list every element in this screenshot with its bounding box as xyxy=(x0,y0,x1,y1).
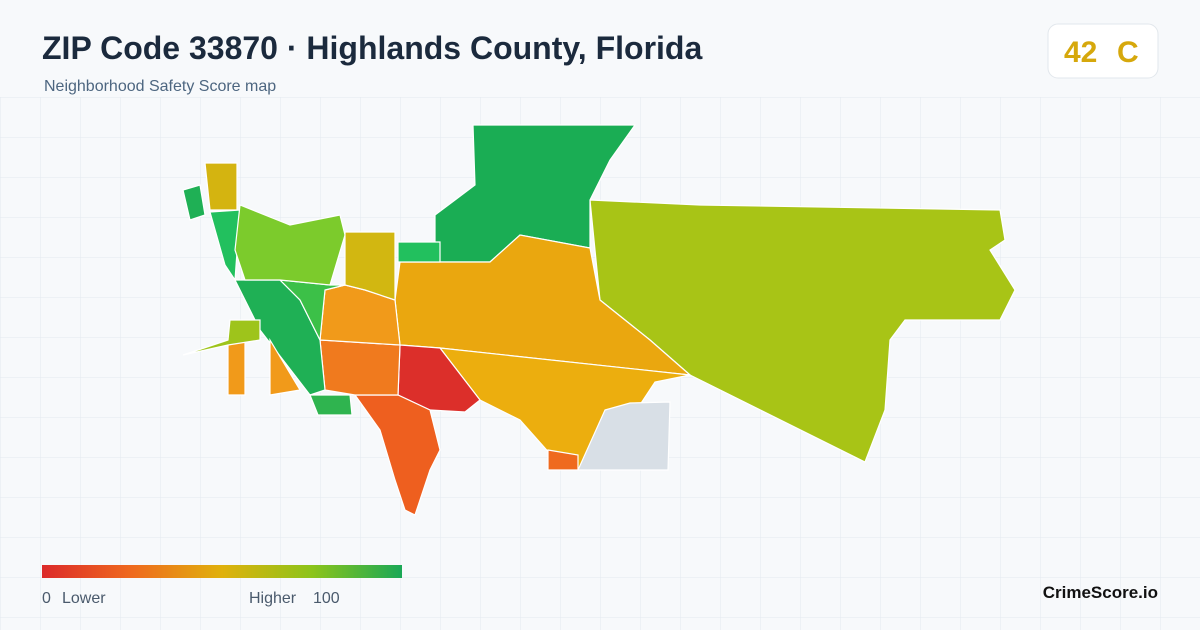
legend-max-label: Higher xyxy=(249,590,297,607)
score-grade: C xyxy=(1117,36,1139,69)
region xyxy=(234,204,346,286)
map xyxy=(182,124,1016,516)
legend-gradient xyxy=(42,565,402,578)
region xyxy=(269,337,301,396)
title: ZIP Code 33870 · Highlands County, Flori… xyxy=(42,30,702,66)
subtitle: Neighborhood Safety Score map xyxy=(44,78,276,95)
brand: CrimeScore.io xyxy=(1043,583,1158,602)
region xyxy=(204,162,238,211)
region xyxy=(577,401,671,471)
legend: 0 Lower Higher 100 xyxy=(42,565,402,607)
region xyxy=(319,339,401,396)
region xyxy=(344,231,396,301)
region xyxy=(309,394,353,416)
legend-min: 0 xyxy=(42,590,51,607)
region xyxy=(182,319,261,356)
score-box xyxy=(1047,23,1159,79)
region xyxy=(209,209,241,282)
legend-max: 100 xyxy=(313,590,340,607)
region xyxy=(547,449,579,471)
region xyxy=(397,241,441,263)
region xyxy=(227,339,246,396)
region xyxy=(182,184,206,221)
legend-min-label: Lower xyxy=(62,590,106,607)
score-value: 42 xyxy=(1064,36,1097,69)
score-badge: 42 C xyxy=(1047,23,1159,79)
region xyxy=(353,394,441,516)
